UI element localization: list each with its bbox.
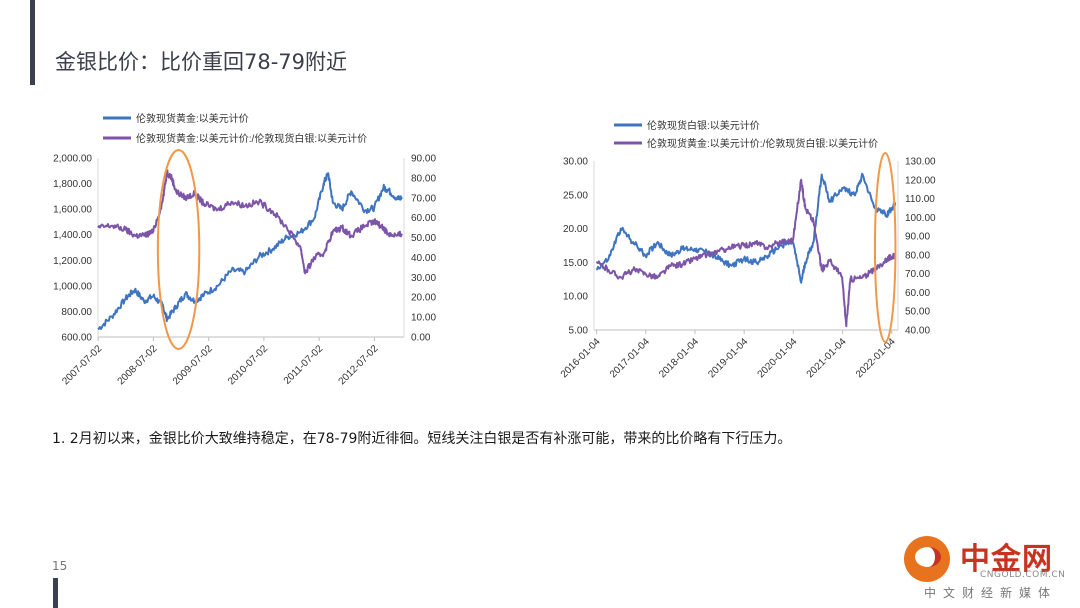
y-left-tick-label: 1,800.00	[53, 179, 92, 190]
x-tick-label: 2022-01-04	[854, 336, 898, 380]
x-tick-label: 2021-01-04	[805, 336, 849, 380]
y-left-tick-label: 2,000.00	[53, 154, 92, 165]
logo-name: 中金网	[960, 542, 1053, 577]
y-right-tick-label: 80.00	[905, 250, 930, 261]
y-right-tick-label: 90.00	[411, 154, 436, 165]
series-line-price	[97, 172, 403, 331]
legend-label: 伦敦现货黄金:以美元计价	[136, 112, 249, 125]
y-right-tick-label: 70.00	[905, 269, 930, 280]
y-left-tick-label: 10.00	[563, 292, 588, 303]
y-right-tick-label: 110.00	[905, 194, 935, 205]
y-right-tick-label: 30.00	[411, 273, 436, 284]
series-line-price	[596, 172, 897, 284]
y-right-tick-label: 40.00	[411, 253, 436, 264]
y-left-tick-label: 25.00	[563, 190, 588, 201]
legend-label: 伦敦现货白银:以美元计价	[647, 119, 760, 132]
x-tick-label: 2020-01-04	[756, 336, 800, 380]
y-right-tick-label: 0.00	[411, 333, 431, 344]
x-tick-label: 2018-01-04	[657, 336, 701, 380]
y-left-tick-label: 1,000.00	[53, 281, 92, 292]
y-left-tick-label: 20.00	[563, 224, 588, 235]
y-right-tick-label: 50.00	[411, 233, 436, 244]
page-number: 15	[52, 559, 68, 573]
silver-ratio-chart: 30.00 25.00 20.00 15.00 10.00 5.00 130.00 120.0…	[559, 119, 936, 380]
y-right-tick-label: 100.00	[905, 213, 936, 224]
y-left-tick-label: 5.00	[569, 326, 589, 337]
legend-label: 伦敦现货黄金:以美元计价:/伦敦现货白银:以美元计价	[136, 132, 367, 145]
y-right-tick-label: 20.00	[411, 293, 436, 304]
y-right-tick-label: 90.00	[905, 232, 930, 243]
legend-label: 伦敦现货黄金:以美元计价:/伦敦现货白银:以美元计价	[647, 137, 878, 150]
y-right-tick-label: 10.00	[411, 313, 436, 324]
y-left-tick-label: 30.00	[563, 157, 588, 168]
y-right-tick-label: 60.00	[905, 288, 930, 299]
analysis-note: 1. 2月初以来，金银比价大致维持稳定，在78-79附近徘徊。短线关注白银是否有…	[52, 431, 792, 447]
logo-tagline: 中文财经新媒体	[924, 586, 1058, 600]
title-accent-bar	[30, 0, 35, 85]
gold-ratio-chart: 2,000.00 1,800.00 1,600.00 1,400.00 1,200.00…	[53, 112, 436, 387]
y-right-tick-label: 50.00	[905, 307, 930, 318]
x-tick-label: 2019-01-04	[706, 336, 750, 380]
y-right-tick-label: 80.00	[411, 173, 436, 184]
y-left-tick-label: 800.00	[61, 307, 92, 318]
logo-mark-icon	[904, 536, 950, 582]
logo-domain: CNGOLD.COM.CN	[980, 570, 1066, 580]
footer-accent-bar	[53, 578, 58, 608]
x-tick-label: 2016-01-04	[559, 336, 603, 380]
y-left-tick-label: 600.00	[61, 333, 92, 344]
y-right-tick-label: 130.00	[905, 157, 936, 168]
y-right-tick-label: 120.00	[905, 175, 936, 186]
cngold-logo: 中金网 CNGOLD.COM.CN 中文财经新媒体	[880, 530, 1080, 608]
y-left-tick-label: 1,400.00	[53, 230, 92, 241]
y-left-tick-label: 1,600.00	[53, 205, 92, 216]
series-line-ratio	[596, 178, 897, 328]
page-title: 金银比价：比价重回78-79附近	[55, 50, 348, 74]
x-tick-label: 2017-01-04	[608, 336, 652, 380]
y-left-tick-label: 15.00	[563, 258, 588, 269]
y-left-tick-label: 1,200.00	[53, 256, 92, 267]
highlight-ellipse	[156, 149, 201, 350]
y-right-tick-label: 40.00	[905, 326, 930, 337]
highlight-ellipse	[873, 152, 897, 343]
y-right-tick-label: 70.00	[411, 193, 436, 204]
y-right-tick-label: 60.00	[411, 213, 436, 224]
series-line-ratio	[97, 169, 403, 275]
